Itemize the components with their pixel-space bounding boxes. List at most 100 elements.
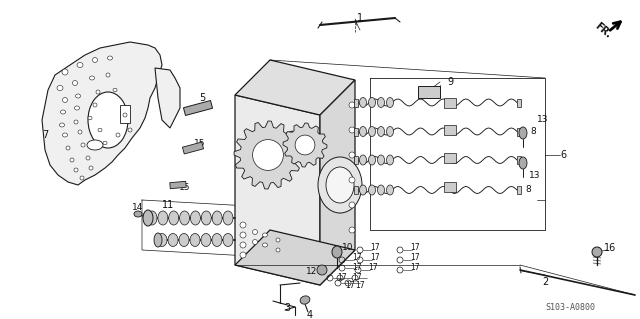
Bar <box>182 142 204 154</box>
Ellipse shape <box>93 57 97 63</box>
Bar <box>418 86 440 98</box>
Text: 17: 17 <box>368 263 378 272</box>
Text: 13: 13 <box>529 170 541 180</box>
Ellipse shape <box>191 211 200 225</box>
Ellipse shape <box>369 98 376 108</box>
Ellipse shape <box>378 98 385 108</box>
Text: 15: 15 <box>179 183 191 192</box>
Text: S103-A0800: S103-A0800 <box>545 302 595 311</box>
Bar <box>517 99 521 107</box>
Ellipse shape <box>96 90 100 94</box>
Ellipse shape <box>262 243 268 247</box>
Text: 17: 17 <box>410 254 420 263</box>
Ellipse shape <box>66 146 70 150</box>
Bar <box>354 156 358 164</box>
Ellipse shape <box>157 234 167 247</box>
Ellipse shape <box>253 229 257 234</box>
Bar <box>354 99 358 107</box>
Ellipse shape <box>179 234 189 247</box>
Ellipse shape <box>369 155 376 165</box>
Ellipse shape <box>223 234 233 247</box>
Ellipse shape <box>62 69 68 75</box>
Ellipse shape <box>360 127 367 137</box>
Text: 17: 17 <box>337 273 347 283</box>
Bar <box>170 181 186 189</box>
Ellipse shape <box>592 247 602 257</box>
Ellipse shape <box>77 63 83 68</box>
Bar <box>517 156 521 164</box>
Ellipse shape <box>86 156 90 160</box>
Ellipse shape <box>113 88 117 92</box>
Ellipse shape <box>103 141 107 145</box>
Ellipse shape <box>76 94 81 98</box>
Text: 15: 15 <box>195 138 205 147</box>
Text: 5: 5 <box>199 93 205 103</box>
Ellipse shape <box>90 76 95 80</box>
Ellipse shape <box>143 210 153 226</box>
Bar <box>184 100 212 115</box>
Ellipse shape <box>253 140 284 170</box>
Ellipse shape <box>70 158 74 162</box>
Text: 7: 7 <box>42 130 48 140</box>
Ellipse shape <box>180 211 189 225</box>
Ellipse shape <box>318 157 362 213</box>
Text: 17: 17 <box>370 254 380 263</box>
Text: 8: 8 <box>530 128 536 137</box>
Text: 17: 17 <box>410 243 420 253</box>
Ellipse shape <box>349 177 355 183</box>
Ellipse shape <box>387 155 394 165</box>
Ellipse shape <box>57 85 63 91</box>
Ellipse shape <box>240 252 246 258</box>
Ellipse shape <box>378 127 385 137</box>
Text: 16: 16 <box>604 243 616 253</box>
Ellipse shape <box>326 167 354 203</box>
Text: 17: 17 <box>352 254 362 263</box>
Ellipse shape <box>387 127 394 137</box>
Text: 11: 11 <box>162 200 174 210</box>
Bar <box>354 128 358 136</box>
Ellipse shape <box>240 232 246 238</box>
Polygon shape <box>320 80 355 285</box>
Text: 12: 12 <box>307 268 317 277</box>
Bar <box>444 153 456 163</box>
Text: 8: 8 <box>525 186 531 195</box>
Ellipse shape <box>387 185 394 195</box>
Ellipse shape <box>128 128 132 132</box>
Text: 13: 13 <box>537 115 548 124</box>
Ellipse shape <box>349 127 355 133</box>
Ellipse shape <box>61 110 65 114</box>
Text: FR.: FR. <box>593 20 613 40</box>
Polygon shape <box>234 121 302 189</box>
Ellipse shape <box>276 238 280 242</box>
Ellipse shape <box>360 155 367 165</box>
Ellipse shape <box>63 98 67 102</box>
Polygon shape <box>235 60 355 115</box>
Ellipse shape <box>212 234 222 247</box>
Ellipse shape <box>63 133 67 137</box>
Ellipse shape <box>93 103 97 107</box>
Ellipse shape <box>369 185 376 195</box>
Ellipse shape <box>88 116 92 120</box>
Ellipse shape <box>87 140 103 150</box>
Ellipse shape <box>116 133 120 137</box>
Text: 17: 17 <box>370 243 380 253</box>
Text: 1: 1 <box>357 13 363 23</box>
Ellipse shape <box>134 211 142 217</box>
Ellipse shape <box>223 211 233 225</box>
Bar <box>444 182 456 192</box>
Ellipse shape <box>154 233 162 247</box>
Ellipse shape <box>78 130 82 134</box>
Ellipse shape <box>88 92 128 148</box>
Text: 3: 3 <box>284 303 290 313</box>
Ellipse shape <box>212 211 222 225</box>
Text: 10: 10 <box>342 243 354 253</box>
Ellipse shape <box>89 166 93 170</box>
Ellipse shape <box>202 211 211 225</box>
Ellipse shape <box>349 152 355 158</box>
Ellipse shape <box>378 155 385 165</box>
Ellipse shape <box>360 98 367 108</box>
Ellipse shape <box>349 102 355 108</box>
Text: 14: 14 <box>132 204 144 212</box>
Ellipse shape <box>74 120 78 124</box>
Ellipse shape <box>240 242 246 248</box>
